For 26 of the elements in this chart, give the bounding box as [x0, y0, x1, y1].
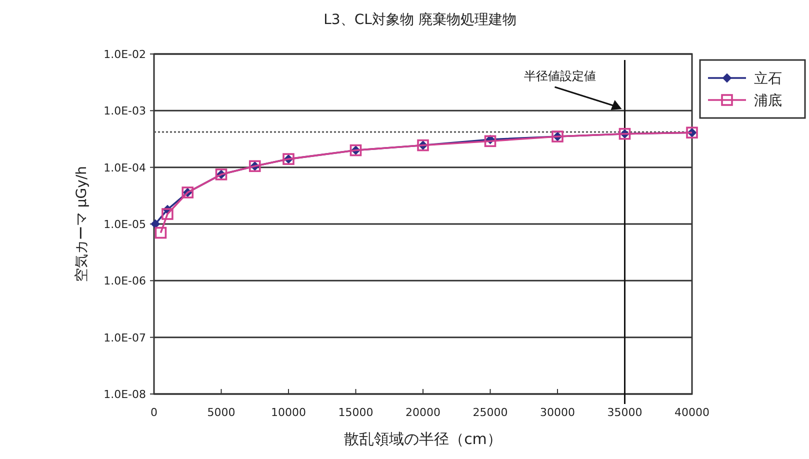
- y-tick-label: 1.0E-05: [104, 218, 146, 231]
- point: [150, 220, 160, 228]
- chart-title: L3、CL対象物 廃棄物処理建物: [324, 12, 516, 28]
- y-tick-label: 1.0E-04: [104, 161, 146, 174]
- x-tick-label: 0: [150, 406, 158, 419]
- y-tick-label: 1.0E-03: [104, 104, 146, 118]
- point: [484, 135, 496, 148]
- legend-label: 浦底: [754, 93, 782, 109]
- x-tick-label: 35000: [607, 406, 642, 419]
- x-tick-label: 15000: [338, 406, 374, 419]
- y-tick-label: 1.0E-08: [104, 388, 146, 401]
- y-axis-title: 空気カーマ μGy/h: [74, 166, 90, 282]
- x-axis-title: 散乱領域の半径（cm）: [344, 430, 502, 448]
- x-tick-label: 30000: [540, 406, 575, 419]
- ref-line-label: 半径値設定値: [524, 69, 596, 83]
- y-tick-label: 1.0E-06: [104, 274, 146, 288]
- x-tick-label: 20000: [406, 406, 440, 419]
- point: [162, 208, 174, 220]
- x-tick-label: 25000: [472, 406, 508, 419]
- y-tick-label: 1.0E-07: [104, 331, 146, 344]
- legend-label: 立石: [754, 71, 782, 87]
- x-tick-label: 40000: [674, 406, 710, 419]
- x-tick-label: 10000: [271, 406, 306, 419]
- point: [154, 226, 167, 239]
- x-tick-label: 5000: [207, 406, 236, 419]
- y-tick-label: 1.0E-02: [104, 48, 146, 61]
